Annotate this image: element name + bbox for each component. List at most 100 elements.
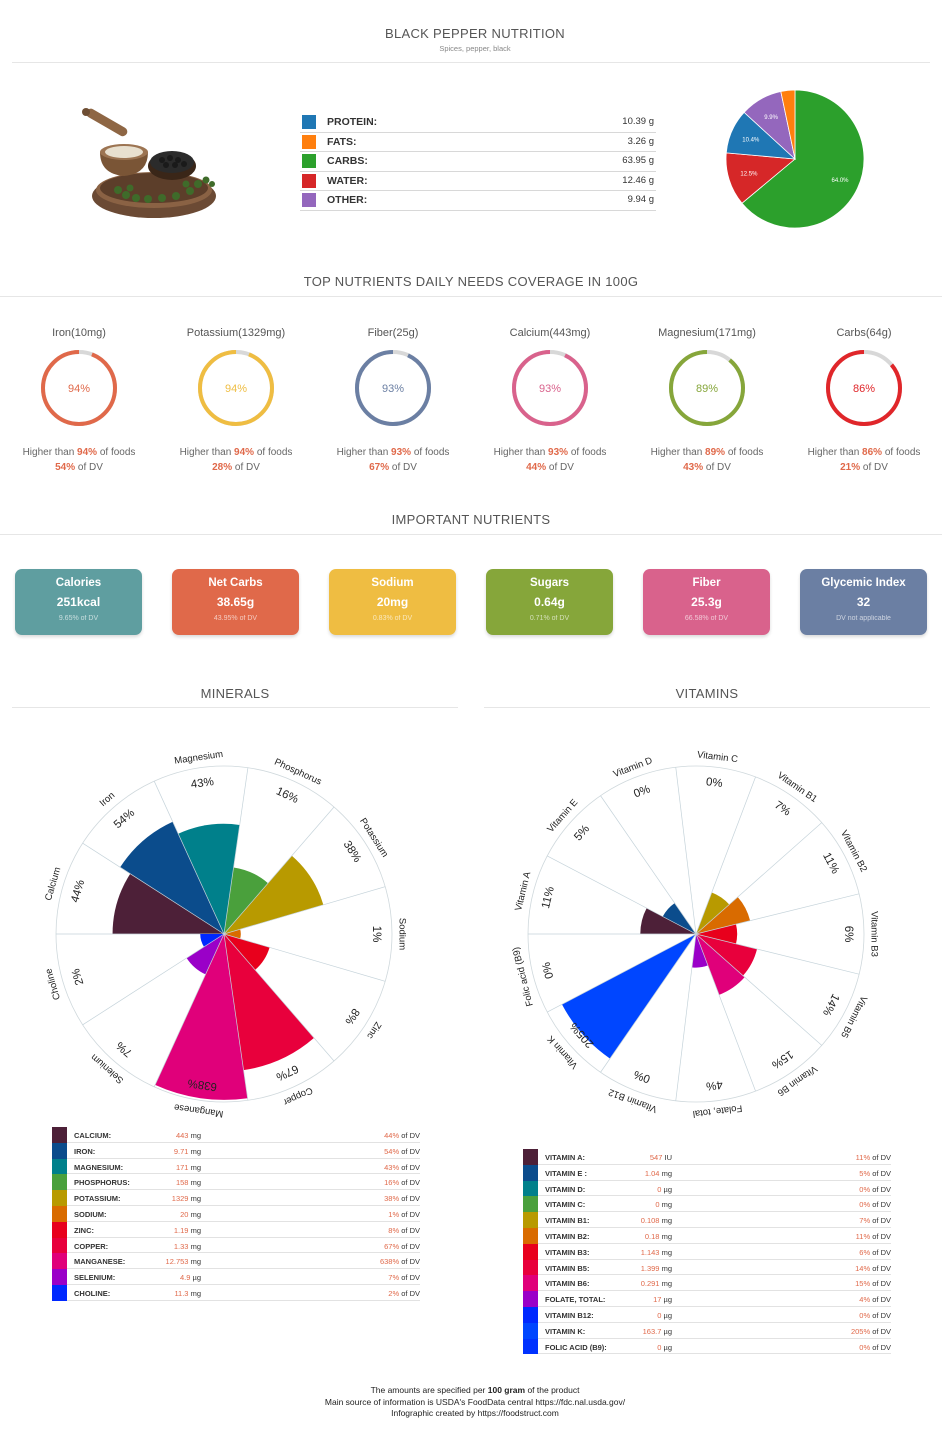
coverage-ring-fill [41, 350, 117, 426]
coverage-rank-line: Higher than 89% of foods [632, 445, 782, 460]
nutrient-dv-suffix: of DV [872, 1263, 891, 1273]
nutrient-dv-suffix: of DV [401, 1241, 420, 1251]
polar-sector [691, 934, 708, 968]
coverage-ring-fill [355, 350, 431, 426]
nutrient-amount-value: 9.71 [173, 1146, 189, 1156]
macro-value: 3.26 g [627, 135, 654, 147]
nutrient-name: VITAMIN B1: [545, 1216, 590, 1226]
coverage-dv-line: 21% of DV [789, 460, 939, 475]
coverage-title: TOP NUTRIENTS DAILY NEEDS COVERAGE IN 10… [303, 274, 639, 289]
nutrient-swatch [523, 1164, 538, 1181]
nutrient-swatch [52, 1158, 67, 1175]
nutrient-amount-value: 0.108 [640, 1216, 660, 1226]
nutrient-swatch [52, 1284, 67, 1301]
nutrient-dv-suffix: of DV [872, 1326, 891, 1336]
coverage-ring-fill [669, 350, 745, 426]
nutrient-amount: 0 mg [655, 1200, 672, 1209]
nutrient-dv: 38% of DV [384, 1194, 420, 1203]
nutrient-row: MAGNESIUM: 171 mg 43% of DV [52, 1158, 420, 1175]
polar-sector [561, 934, 696, 1059]
coverage-rank-pre: Higher than [650, 447, 706, 458]
coverage-ring: 93% [512, 350, 588, 426]
nutrient-card: Net Carbs 38.65g 43.95% of DV [172, 569, 299, 635]
nutrient-dv-value: 54% [384, 1146, 400, 1156]
coverage-dv-line: 44% of DV [475, 460, 625, 475]
coverage-ring-fill [826, 350, 902, 426]
nutrient-swatch [523, 1322, 538, 1339]
coverage-label: Potassium(1329mg) [186, 327, 286, 339]
coverage-description: Higher than 94% of foods 28% of DV [161, 445, 311, 475]
nutrient-dv-value: 44% [384, 1131, 400, 1140]
polar-spoke [675, 767, 697, 935]
product-image [82, 108, 216, 218]
nutrient-card-value: 0.64g [534, 595, 565, 609]
nutrient-amount: 20 mg [180, 1210, 201, 1219]
nutrient-name: SODIUM: [74, 1209, 107, 1219]
nutrient-amount: 443 mg [176, 1131, 201, 1140]
nutrient-swatch [52, 1205, 67, 1222]
nutrient-amount: 0 µg [657, 1311, 672, 1320]
nutrient-amount-value: 11.3 [174, 1288, 189, 1298]
nutrient-swatch [52, 1253, 67, 1270]
nutrient-amount-value: 0 [655, 1200, 660, 1210]
nutrient-card-label: Fiber [692, 577, 721, 589]
nutrient-amount: 547 IU [650, 1153, 672, 1162]
nutrient-amount-value: 1.19 [173, 1225, 189, 1235]
nutrient-name: VITAMIN A: [545, 1153, 585, 1162]
nutrient-name: VITAMIN C: [545, 1200, 586, 1210]
macro-row: PROTEIN: 10.39 g [300, 113, 656, 133]
footer-source: Main source of information is USDA's Foo… [324, 1396, 626, 1407]
polar-category-label: Folate, total [692, 1102, 743, 1119]
nutrient-dv: 14% of DV [855, 1264, 891, 1273]
nutrient-amount: 17 µg [653, 1295, 672, 1304]
coverage-ring-fill [198, 350, 274, 426]
nutrient-dv-suffix: of DV [401, 1162, 420, 1172]
polar-spoke [547, 855, 697, 935]
footer-line-1-bold: 100 gram [487, 1385, 526, 1395]
nutrient-dv-suffix: of DV [872, 1231, 891, 1241]
footer-line-1-post: of the product [525, 1385, 580, 1395]
nutrient-swatch [523, 1243, 538, 1260]
polar-sector [224, 855, 324, 934]
coverage-rank-post: of foods [411, 447, 450, 458]
nutrient-amount: 0 µg [657, 1185, 672, 1194]
polar-spoke [600, 933, 697, 1073]
polar-percent-label: 0% [705, 776, 723, 790]
nutrient-amount-unit: mg [190, 1225, 201, 1235]
polar-category-label: Vitamin B3 [868, 911, 879, 957]
important-title: IMPORTANT NUTRIENTS [391, 512, 551, 527]
nutrient-dv-value: 14% [855, 1263, 871, 1273]
nutrient-dv-suffix: of DV [872, 1168, 891, 1178]
nutrient-dv-value: 8% [388, 1225, 400, 1235]
nutrient-row: VITAMIN E : 1.04 mg 5% of DV [523, 1164, 891, 1181]
coverage-rank-post: of foods [254, 447, 293, 458]
polar-sector [155, 934, 248, 1100]
coverage-rank-pct: 93% [391, 447, 412, 458]
nutrient-amount-unit: mg [661, 1200, 672, 1210]
coverage-rank-pre: Higher than [179, 447, 235, 458]
nutrient-dv-value: 11% [855, 1153, 871, 1162]
nutrient-row: VITAMIN B12: 0 µg 0% of DV [523, 1306, 891, 1323]
polar-spoke [695, 933, 756, 1092]
nutrient-amount-value: 443 [175, 1131, 189, 1140]
vitamins-table: VITAMIN A: 547 IU 11% of DV VITAMIN E : 1.04… [523, 1149, 891, 1355]
polar-sector [186, 934, 224, 975]
coverage-rank-post: of foods [568, 447, 607, 458]
nutrient-card: Fiber 25.3g 66.58% of DV [643, 569, 770, 635]
nutrient-name: MANGANESE: [74, 1257, 126, 1267]
coverage-rank-line: Higher than 86% of foods [789, 445, 939, 460]
macro-label: OTHER: [327, 194, 368, 206]
nutrient-name: VITAMIN B3: [545, 1247, 590, 1257]
polar-percent-label: 0% [632, 783, 652, 800]
nutrient-dv: 54% of DV [384, 1147, 420, 1156]
nutrient-amount: 1329 mg [172, 1194, 201, 1203]
nutrient-name: CALCIUM: [74, 1131, 112, 1140]
polar-spoke [223, 933, 249, 1101]
coverage-label: Calcium(443mg) [509, 327, 591, 339]
nutrient-dv-value: 11% [855, 1231, 871, 1241]
nutrient-dv: 7% of DV [388, 1273, 420, 1282]
nutrient-amount-value: 1.399 [640, 1263, 660, 1273]
nutrient-card-label: Sodium [371, 577, 414, 589]
coverage-dv-value: 21% [840, 462, 861, 473]
footer-credit: Infographic created by https://foodstruc… [391, 1408, 559, 1418]
